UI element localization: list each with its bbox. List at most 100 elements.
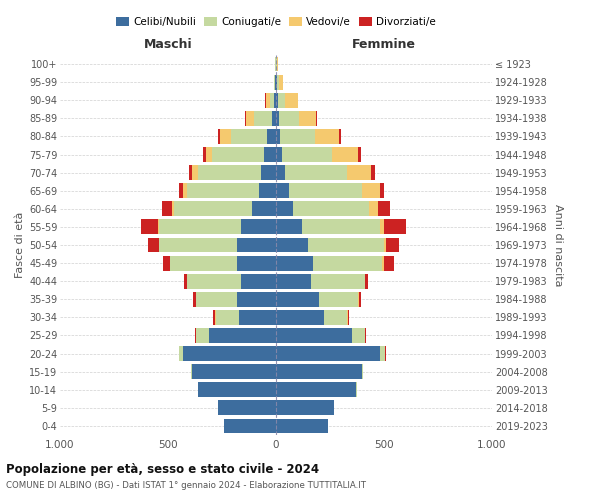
Bar — [196, 328, 209, 343]
Y-axis label: Fasce di età: Fasce di età — [14, 212, 25, 278]
Bar — [215, 310, 239, 325]
Bar — [209, 328, 276, 343]
Bar — [276, 328, 352, 343]
Bar — [237, 238, 276, 252]
Bar — [308, 238, 384, 252]
Bar — [192, 364, 276, 379]
Bar — [316, 111, 317, 126]
Bar — [170, 256, 237, 270]
Bar — [276, 400, 334, 415]
Bar — [278, 93, 284, 108]
Bar — [276, 147, 283, 162]
Bar — [276, 310, 323, 325]
Bar — [277, 56, 278, 72]
Bar — [277, 74, 279, 90]
Bar — [382, 256, 383, 270]
Bar — [279, 111, 299, 126]
Bar — [184, 274, 187, 288]
Bar — [299, 111, 316, 126]
Legend: Celibi/Nubili, Coniugati/e, Vedovi/e, Divorziati/e: Celibi/Nubili, Coniugati/e, Vedovi/e, Di… — [116, 16, 436, 26]
Text: COMUNE DI ALBINO (BG) - Dati ISTAT 1° gennaio 2024 - Elaborazione TUTTITALIA.IT: COMUNE DI ALBINO (BG) - Dati ISTAT 1° ge… — [6, 481, 366, 490]
Bar — [276, 74, 277, 90]
Bar — [362, 184, 380, 198]
Bar — [384, 238, 386, 252]
Bar — [159, 238, 160, 252]
Y-axis label: Anni di nascita: Anni di nascita — [553, 204, 563, 286]
Bar — [179, 184, 183, 198]
Bar — [163, 256, 170, 270]
Bar — [311, 274, 365, 288]
Bar — [224, 418, 276, 434]
Bar — [148, 238, 159, 252]
Text: Femmine: Femmine — [352, 38, 416, 52]
Bar — [252, 202, 276, 216]
Bar — [276, 220, 302, 234]
Bar — [274, 93, 276, 108]
Bar — [270, 93, 274, 108]
Bar — [284, 165, 347, 180]
Bar — [183, 184, 187, 198]
Bar — [289, 184, 362, 198]
Bar — [259, 184, 276, 198]
Bar — [172, 202, 175, 216]
Bar — [276, 165, 284, 180]
Bar — [158, 220, 160, 234]
Bar — [175, 202, 252, 216]
Bar — [241, 274, 276, 288]
Bar — [369, 202, 377, 216]
Bar — [365, 328, 366, 343]
Bar — [384, 220, 406, 234]
Bar — [338, 129, 341, 144]
Bar — [218, 400, 276, 415]
Bar — [283, 147, 332, 162]
Bar — [358, 147, 361, 162]
Bar — [365, 274, 368, 288]
Bar — [284, 93, 298, 108]
Bar — [276, 418, 328, 434]
Bar — [359, 292, 361, 306]
Bar — [276, 274, 311, 288]
Bar — [371, 165, 376, 180]
Bar — [280, 129, 315, 144]
Bar — [352, 328, 365, 343]
Bar — [230, 129, 268, 144]
Bar — [261, 165, 276, 180]
Bar — [276, 184, 289, 198]
Bar — [276, 93, 278, 108]
Bar — [293, 202, 369, 216]
Bar — [275, 74, 276, 90]
Bar — [279, 74, 283, 90]
Bar — [203, 147, 206, 162]
Bar — [160, 238, 237, 252]
Bar — [141, 220, 158, 234]
Bar — [192, 165, 198, 180]
Bar — [362, 364, 364, 379]
Bar — [386, 238, 399, 252]
Bar — [198, 165, 261, 180]
Bar — [264, 147, 276, 162]
Text: Maschi: Maschi — [143, 38, 193, 52]
Bar — [313, 256, 382, 270]
Bar — [239, 310, 276, 325]
Bar — [198, 382, 276, 397]
Bar — [276, 129, 280, 144]
Bar — [380, 220, 384, 234]
Bar — [383, 256, 394, 270]
Bar — [276, 111, 279, 126]
Bar — [161, 202, 172, 216]
Text: Popolazione per età, sesso e stato civile - 2024: Popolazione per età, sesso e stato civil… — [6, 462, 319, 475]
Bar — [237, 292, 276, 306]
Bar — [220, 129, 230, 144]
Bar — [380, 184, 384, 198]
Bar — [196, 292, 237, 306]
Bar — [272, 111, 276, 126]
Bar — [319, 292, 358, 306]
Bar — [191, 364, 192, 379]
Bar — [268, 129, 276, 144]
Bar — [246, 111, 254, 126]
Bar — [276, 382, 356, 397]
Bar — [254, 111, 272, 126]
Bar — [245, 111, 246, 126]
Bar — [323, 310, 347, 325]
Bar — [302, 220, 380, 234]
